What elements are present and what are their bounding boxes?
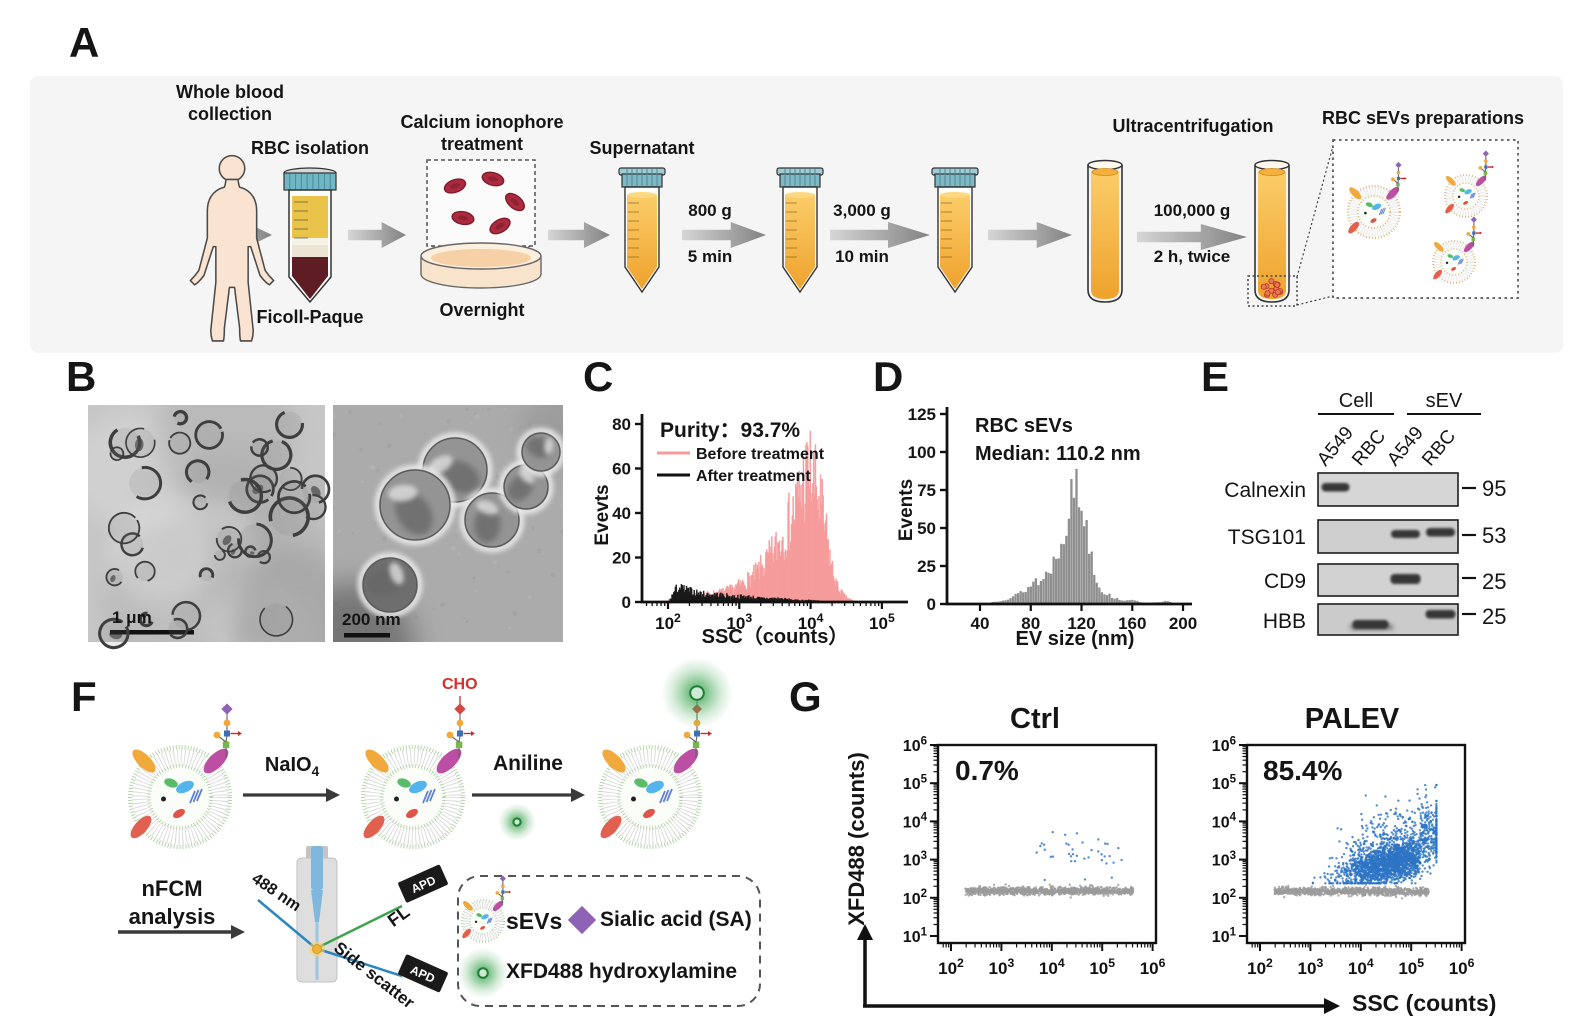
plot-palev-title: PALEV: [1304, 703, 1400, 735]
spin3-time: 2 h, twice: [1153, 247, 1231, 266]
calcium-title-line2: treatment: [440, 134, 524, 154]
spin2-speed: 3,000 g: [833, 201, 891, 220]
svg-text:SSC（counts）: SSC（counts）: [702, 625, 849, 648]
palev-percent: 85.4%: [1263, 755, 1343, 786]
cho-label: CHO: [442, 676, 478, 693]
svg-text:0: 0: [622, 593, 631, 612]
svg-text:103: 103: [903, 850, 927, 870]
svg-text:RBC: RBC: [1348, 426, 1390, 470]
svg-text:100: 100: [908, 443, 936, 462]
svg-text:95: 95: [1482, 476, 1506, 501]
svg-text:0: 0: [927, 595, 936, 614]
svg-text:106: 106: [903, 735, 927, 755]
nfcm-label-line1: nFCM: [141, 876, 203, 901]
rbc-sevs-preparations-title: RBC sEVs preparations: [1321, 108, 1525, 128]
svg-text:Median: 110.2 nm: Median: 110.2 nm: [975, 443, 1141, 465]
svg-text:102: 102: [655, 611, 681, 633]
svg-text:RBC: RBC: [1418, 426, 1460, 470]
panel-f-letter: F: [71, 673, 97, 720]
svg-text:EV size (nm): EV size (nm): [1016, 628, 1135, 650]
svg-text:sEV: sEV: [1426, 390, 1463, 412]
g-ylabel: XFD488 (counts): [844, 752, 870, 926]
svg-text:160: 160: [1118, 614, 1146, 633]
svg-text:102: 102: [903, 888, 927, 908]
plot-ctrl-title: Ctrl: [1010, 703, 1060, 735]
scalebar-left-label: 1 μm: [112, 608, 152, 627]
svg-text:75: 75: [917, 481, 936, 500]
svg-text:103: 103: [989, 956, 1015, 978]
svg-text:53: 53: [1482, 523, 1506, 548]
supernatant-title: Supernatant: [589, 138, 695, 158]
svg-text:104: 104: [903, 812, 928, 832]
svg-text:25: 25: [1482, 604, 1506, 629]
overnight-caption: Overnight: [439, 300, 525, 320]
svg-text:120: 120: [1067, 614, 1095, 633]
svg-text:After treatment: After treatment: [696, 468, 811, 485]
svg-text:105: 105: [903, 773, 928, 793]
svg-text:20: 20: [612, 549, 631, 568]
svg-text:50: 50: [917, 519, 936, 538]
svg-text:A549: A549: [1383, 423, 1428, 470]
nfcm-label-line2: analysis: [128, 904, 216, 929]
svg-text:60: 60: [612, 460, 631, 479]
svg-text:200: 200: [1169, 614, 1197, 633]
svg-text:102: 102: [938, 956, 964, 978]
svg-text:25: 25: [1482, 569, 1506, 594]
svg-text:106: 106: [1140, 956, 1166, 978]
svg-text:25: 25: [917, 557, 936, 576]
svg-text:80: 80: [612, 415, 631, 434]
panel-g-letter: G: [789, 673, 822, 720]
svg-text:TSG101: TSG101: [1228, 526, 1306, 549]
scalebar-right-label: 200 nm: [342, 610, 401, 629]
svg-text:104: 104: [798, 611, 824, 633]
panel-d-letter: D: [873, 353, 904, 400]
svg-text:A549: A549: [1313, 423, 1358, 470]
calcium-title-line1: Calcium ionophore: [400, 112, 564, 132]
svg-text:103: 103: [726, 611, 752, 633]
svg-text:Cell: Cell: [1339, 390, 1373, 412]
svg-text:Before treatment: Before treatment: [696, 446, 825, 463]
svg-text:Evevts: Evevts: [592, 484, 613, 545]
rbc-isolation-title: RBC isolation: [250, 138, 369, 158]
aniline-label: Aniline: [492, 752, 563, 775]
spin3-speed: 100,000 g: [1153, 201, 1231, 220]
svg-text:Calnexin: Calnexin: [1224, 479, 1306, 502]
spin2-time: 10 min: [835, 247, 889, 266]
g-xlabel: SSC (counts): [1352, 990, 1497, 1016]
panel-a-letter: A: [69, 19, 100, 66]
svg-text:104: 104: [1039, 956, 1065, 978]
svg-text:101: 101: [903, 926, 928, 946]
svg-text:40: 40: [612, 504, 631, 523]
spin1-speed: 800 g: [688, 201, 732, 220]
panel-e-letter: E: [1201, 353, 1230, 400]
legend-sialic-acid-label: Sialic acid (SA): [600, 908, 752, 931]
panel-b-letter: B: [66, 353, 97, 400]
ultracentrifugation-title: Ultracentrifugation: [1112, 116, 1274, 136]
spin1-time: 5 min: [687, 247, 733, 266]
svg-text:40: 40: [971, 614, 990, 633]
svg-text:125: 125: [908, 405, 936, 424]
ctrl-percent: 0.7%: [955, 755, 1019, 786]
ficoll-paque-caption: Ficoll-Paque: [256, 307, 364, 327]
svg-text:105: 105: [869, 611, 895, 633]
panel-c-letter: C: [583, 353, 614, 400]
svg-text:Events: Events: [896, 479, 917, 541]
svg-text:80: 80: [1021, 614, 1040, 633]
svg-text:HBB: HBB: [1263, 610, 1306, 633]
naio4-label: NaIO4: [264, 754, 320, 779]
svg-text:Purity：93.7%: Purity：93.7%: [660, 419, 800, 442]
whole-blood-title-line1: Whole blood: [176, 82, 284, 102]
legend-xfd488-label: XFD488 hydroxylamine: [506, 960, 738, 983]
whole-blood-title-line2: collection: [187, 104, 272, 124]
legend-sevs-label: sEVs: [506, 908, 563, 934]
svg-text:CD9: CD9: [1264, 570, 1306, 593]
svg-text:RBC sEVs: RBC sEVs: [975, 415, 1073, 437]
svg-text:105: 105: [1089, 956, 1115, 978]
